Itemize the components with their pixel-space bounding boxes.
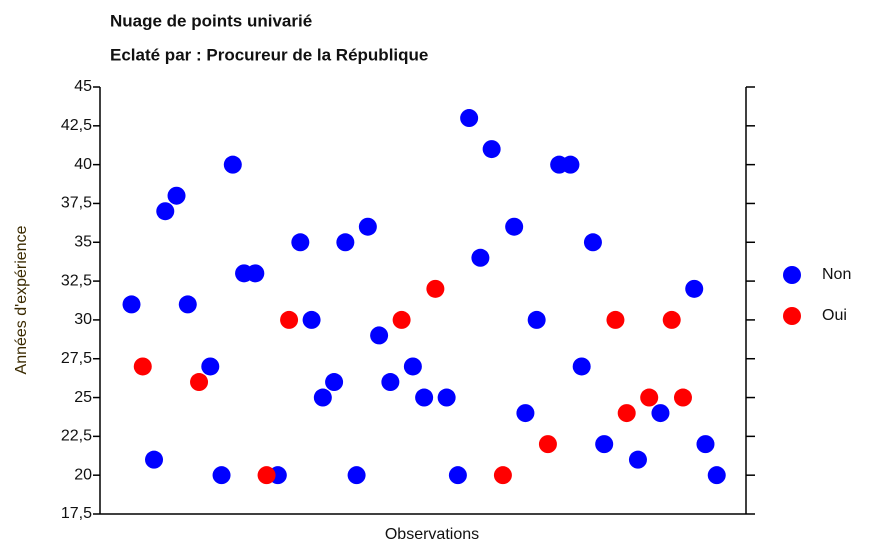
point xyxy=(415,388,434,407)
point xyxy=(325,373,344,392)
point xyxy=(493,466,512,485)
point xyxy=(673,388,692,407)
point xyxy=(313,388,332,407)
point xyxy=(527,310,546,329)
point xyxy=(167,186,186,205)
point xyxy=(347,466,366,485)
point xyxy=(685,279,704,298)
y-tick-label: 42,5 xyxy=(61,117,92,134)
y-axis-label: Années d'expérience xyxy=(13,225,30,374)
y-tick-label: 25 xyxy=(74,389,92,406)
point xyxy=(448,466,467,485)
point xyxy=(156,202,175,221)
point xyxy=(696,435,715,454)
y-tick-label: 45 xyxy=(74,78,92,95)
point xyxy=(561,155,580,174)
point xyxy=(583,233,602,252)
point xyxy=(145,450,164,469)
y-tick-label: 20 xyxy=(74,466,92,483)
point xyxy=(516,404,535,423)
legend-label: Oui xyxy=(822,307,847,324)
y-tick-label: 27,5 xyxy=(61,350,92,367)
point xyxy=(426,279,445,298)
chart-subtitle: Eclaté par : Procureur de la République xyxy=(110,45,428,64)
y-tick-label: 37,5 xyxy=(61,195,92,212)
point xyxy=(595,435,614,454)
point xyxy=(190,373,209,392)
point xyxy=(628,450,647,469)
y-tick-label: 22,5 xyxy=(61,428,92,445)
y-tick-label: 17,5 xyxy=(61,505,92,522)
point xyxy=(133,357,152,376)
chart-title: Nuage de points univarié xyxy=(110,11,312,30)
point xyxy=(223,155,242,174)
y-tick-label: 30 xyxy=(74,311,92,328)
point xyxy=(280,310,299,329)
point xyxy=(403,357,422,376)
point xyxy=(640,388,659,407)
point xyxy=(358,217,377,236)
point xyxy=(302,310,321,329)
y-tick-label: 32,5 xyxy=(61,272,92,289)
point xyxy=(471,248,490,267)
point xyxy=(257,466,276,485)
point xyxy=(178,295,197,314)
point xyxy=(662,310,681,329)
point xyxy=(370,326,389,345)
point xyxy=(651,404,670,423)
point xyxy=(381,373,400,392)
legend-marker xyxy=(783,266,801,284)
point xyxy=(538,435,557,454)
point xyxy=(392,310,411,329)
y-tick-label: 35 xyxy=(74,233,92,250)
point xyxy=(482,140,501,159)
point xyxy=(460,109,479,128)
x-axis-label: Observations xyxy=(385,526,479,543)
point xyxy=(122,295,141,314)
y-tick-label: 40 xyxy=(74,156,92,173)
point xyxy=(572,357,591,376)
point xyxy=(291,233,310,252)
legend-marker xyxy=(783,307,801,325)
point xyxy=(336,233,355,252)
point xyxy=(707,466,726,485)
point xyxy=(201,357,220,376)
point xyxy=(505,217,524,236)
point xyxy=(246,264,265,283)
legend-label: Non xyxy=(822,266,851,283)
point xyxy=(212,466,231,485)
point xyxy=(606,310,625,329)
point xyxy=(617,404,636,423)
point xyxy=(437,388,456,407)
